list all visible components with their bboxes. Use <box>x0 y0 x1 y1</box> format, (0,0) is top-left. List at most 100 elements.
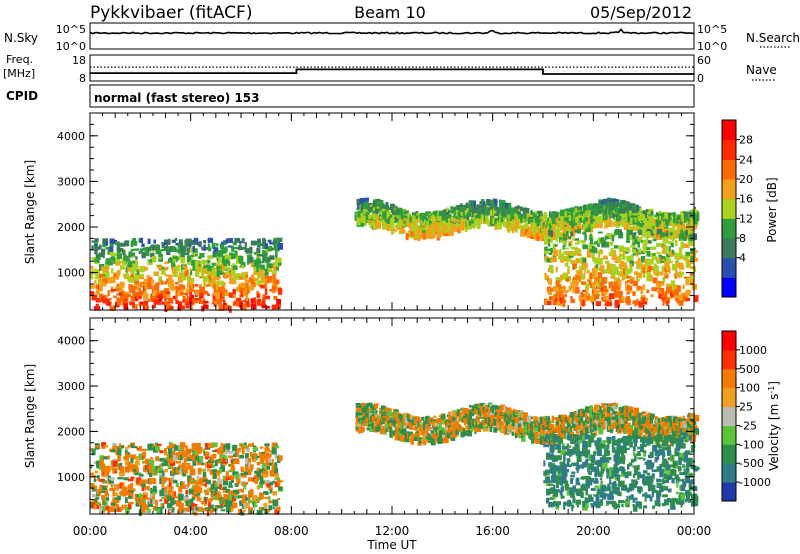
heatmap-cell <box>360 206 364 211</box>
heatmap-cell <box>553 293 556 301</box>
heatmap-cell <box>207 293 210 296</box>
heatmap-cell <box>266 453 272 458</box>
heatmap-cell <box>221 243 225 251</box>
heatmap-cell <box>203 281 206 287</box>
heatmap-cell <box>274 462 278 467</box>
heatmap-cell <box>581 281 587 285</box>
heatmap-cell <box>278 455 283 461</box>
heatmap-cell <box>244 242 247 247</box>
heatmap-cell <box>127 484 133 490</box>
heatmap-cell <box>219 484 223 491</box>
heatmap-cell <box>482 426 488 429</box>
heatmap-cell <box>265 459 271 466</box>
heatmap-cell <box>143 497 146 503</box>
heatmap-cell <box>201 259 204 263</box>
heatmap-cell <box>495 406 498 411</box>
heatmap-cell <box>193 449 198 455</box>
heatmap-cell <box>111 256 115 262</box>
heatmap-cell <box>420 221 424 227</box>
heatmap-cell <box>249 452 253 457</box>
heatmap-cell <box>432 433 438 439</box>
heatmap-cell <box>552 243 556 251</box>
heatmap-cell <box>191 279 195 283</box>
heatmap-cell <box>207 259 211 264</box>
heatmap-cell <box>450 209 453 212</box>
heatmap-cell <box>201 271 205 275</box>
heatmap-cell <box>668 241 674 245</box>
heatmap-cell <box>253 278 256 283</box>
heatmap-cell <box>527 215 533 219</box>
heatmap-cell <box>534 211 539 215</box>
heatmap-cell <box>401 428 407 435</box>
heatmap-cell <box>639 222 645 228</box>
heatmap-cell <box>551 227 554 231</box>
heatmap-cell <box>534 215 541 220</box>
heatmap-cell <box>675 270 678 275</box>
heatmap-cell <box>236 297 242 301</box>
heatmap-cell <box>201 468 204 472</box>
heatmap-cell <box>180 268 184 276</box>
heatmap-cell <box>217 460 223 464</box>
nave-right-tick-bottom: 0 <box>697 72 704 85</box>
heatmap-cell <box>664 273 669 279</box>
heatmap-cell <box>416 430 420 434</box>
heatmap-cell <box>147 508 151 513</box>
heatmap-cell <box>361 426 365 432</box>
heatmap-cell <box>90 291 95 296</box>
heatmap-cell <box>651 287 658 292</box>
heatmap-cell <box>171 239 175 242</box>
heatmap-cell <box>240 282 247 288</box>
heatmap-cell <box>627 285 633 291</box>
heatmap-cell <box>241 466 245 469</box>
heatmap-cell <box>91 494 98 498</box>
heatmap-cell <box>638 248 642 254</box>
heatmap-cell <box>365 413 370 420</box>
heatmap-cell <box>574 287 580 294</box>
heatmap-cell <box>199 288 203 294</box>
heatmap-cell <box>389 422 393 428</box>
heatmap-cell <box>102 278 106 283</box>
heatmap-cell <box>111 268 114 274</box>
heatmap-cell <box>410 426 413 430</box>
heatmap-cell <box>164 486 167 493</box>
heatmap-cell <box>232 273 237 280</box>
heatmap-cell <box>177 304 182 311</box>
heatmap-cell <box>141 282 144 287</box>
colorbar-segment <box>722 238 736 259</box>
heatmap-cell <box>417 433 420 439</box>
heatmap-cell <box>564 263 569 267</box>
heatmap-cell <box>382 409 385 413</box>
heatmap-cell <box>559 292 562 300</box>
heatmap-cell <box>172 259 177 263</box>
heatmap-cell <box>406 414 411 421</box>
heatmap-cell <box>149 467 154 475</box>
heatmap-cell <box>487 421 493 426</box>
heatmap-cell <box>598 223 603 229</box>
heatmap-cell <box>203 291 209 295</box>
heatmap-cell <box>263 457 267 461</box>
heatmap-cell <box>203 275 208 282</box>
heatmap-cell <box>577 207 581 211</box>
heatmap-cell <box>435 435 438 441</box>
heatmap-cell <box>185 500 192 506</box>
heatmap-cell <box>103 456 110 460</box>
heatmap-cell <box>264 305 270 309</box>
heatmap-cell <box>271 466 277 472</box>
heatmap-cell <box>438 414 442 418</box>
heatmap-cell <box>460 203 463 207</box>
heatmap-cell <box>693 250 698 253</box>
heatmap-cell <box>636 251 639 257</box>
heatmap-cell <box>164 261 169 265</box>
heatmap-cell <box>278 486 283 491</box>
heatmap-cell <box>674 273 678 279</box>
heatmap-cell <box>540 221 545 226</box>
heatmap-cell <box>392 207 396 214</box>
heatmap-cell <box>654 220 657 225</box>
heatmap-cell <box>208 502 211 507</box>
heatmap-cell <box>584 268 587 274</box>
heatmap-cell <box>627 225 632 229</box>
heatmap-cell <box>618 246 625 253</box>
heatmap-cell <box>253 251 258 255</box>
heatmap-cell <box>262 298 266 306</box>
heatmap-cell <box>594 265 597 269</box>
